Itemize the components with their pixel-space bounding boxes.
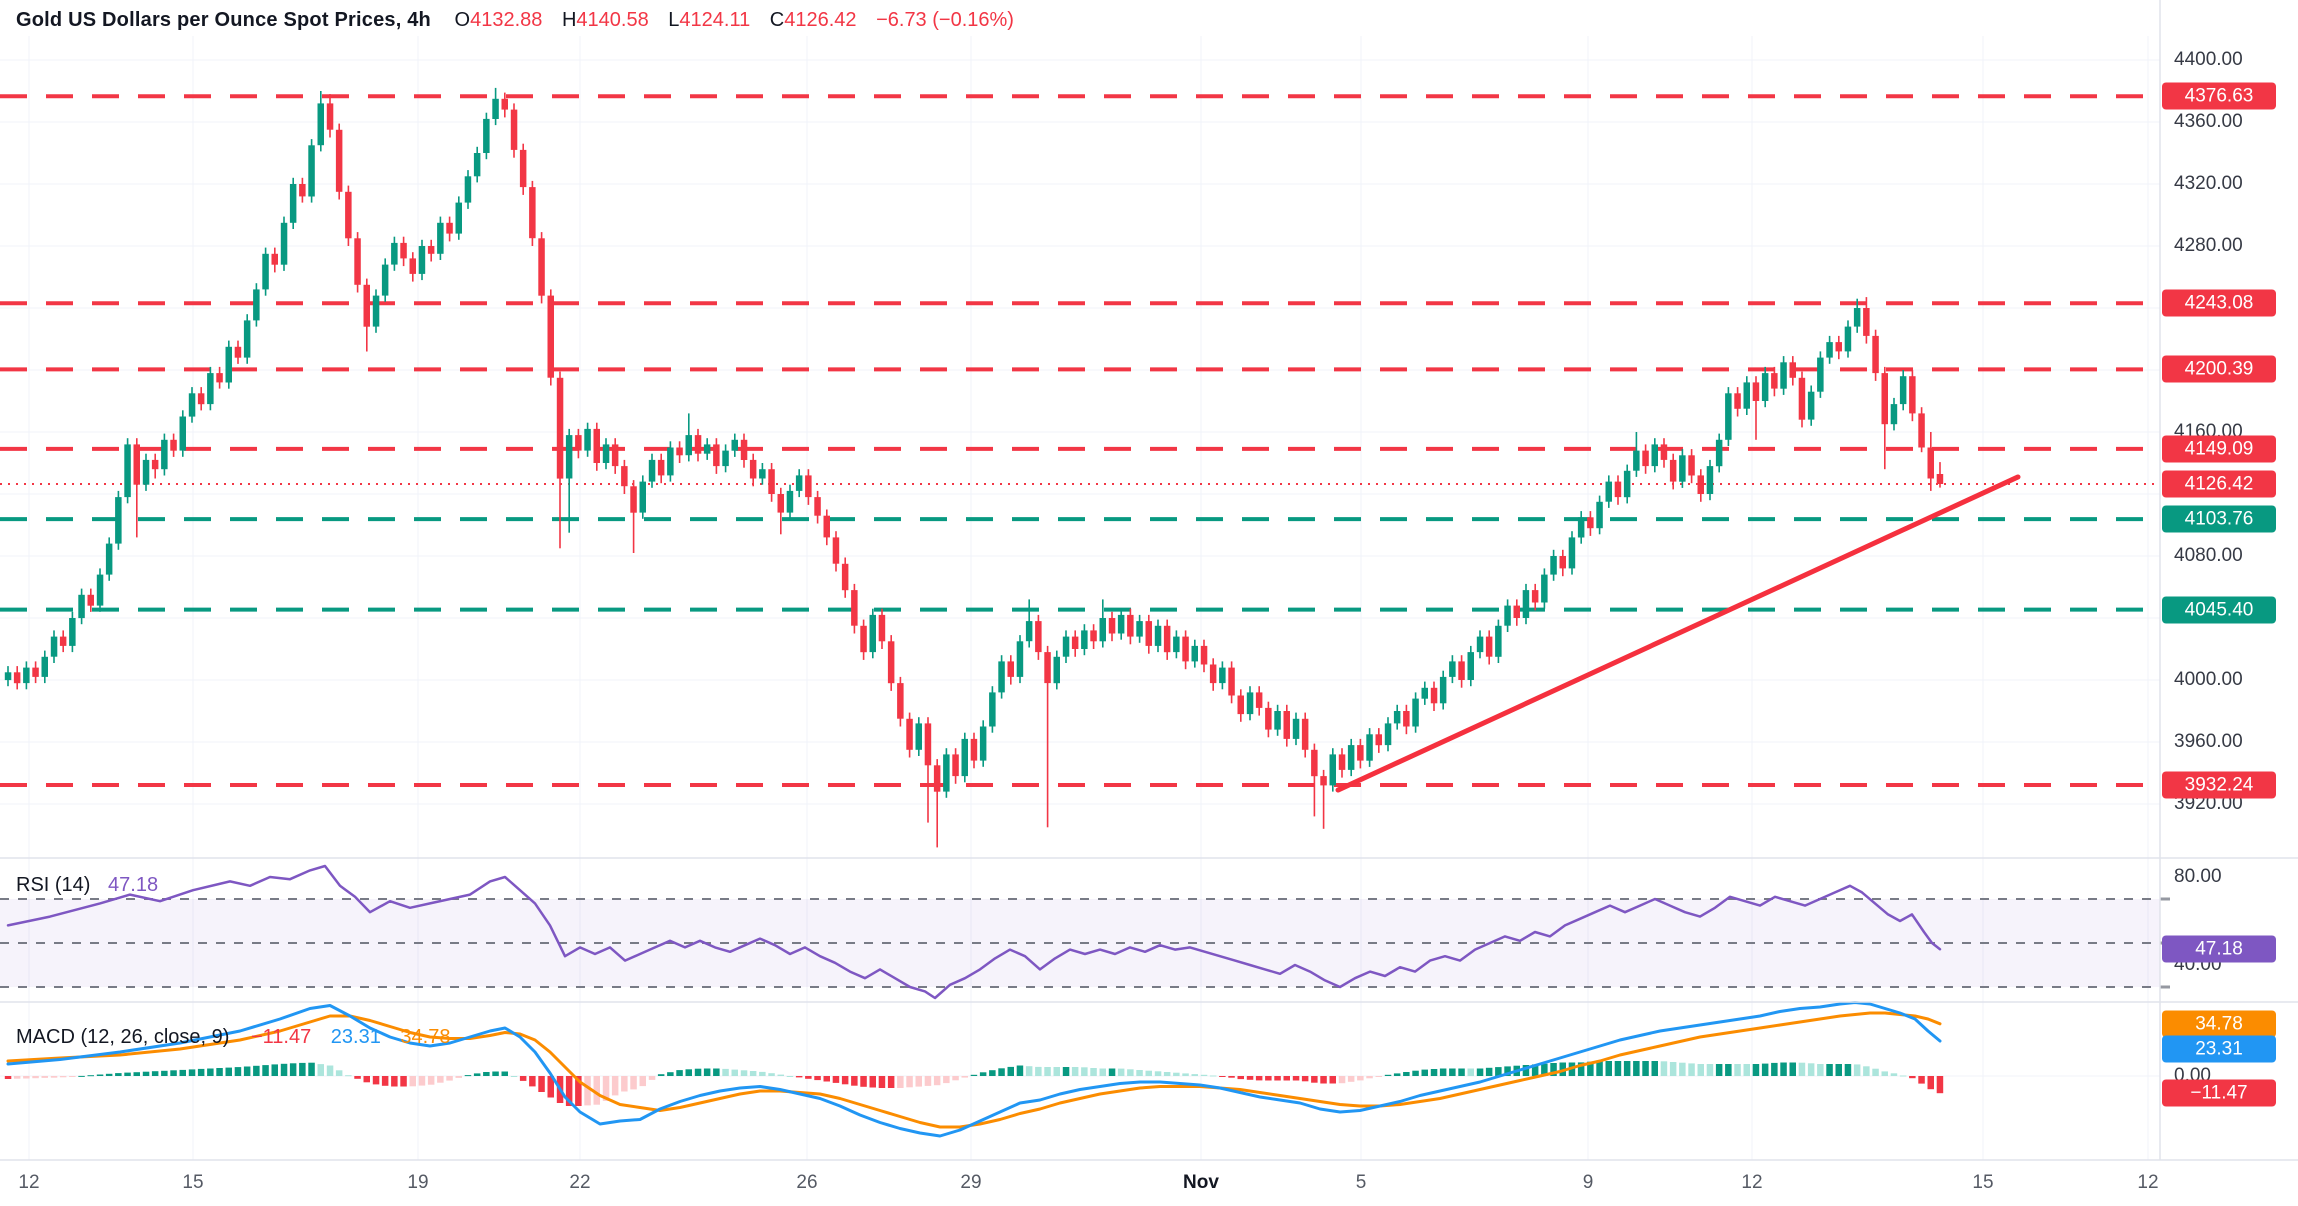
price-axis-label: 4000.00 — [2174, 669, 2243, 690]
macd-line — [6, 1001, 1942, 1138]
grid-lines — [0, 36, 2160, 1160]
time-axis-label: 12 — [1741, 1172, 1763, 1193]
trendline-layer — [1335, 474, 2021, 793]
close-value: 4126.42 — [784, 9, 857, 31]
time-axis-label: 19 — [407, 1172, 429, 1193]
macd-name: MACD (12, 26, close, 9) — [16, 1026, 230, 1048]
price-axis-label: 4280.00 — [2174, 235, 2243, 256]
macd-legend[interactable]: MACD (12, 26, close, 9) −11.47 23.31 34.… — [16, 1026, 450, 1049]
price-axis-label: 4400.00 — [2174, 49, 2243, 70]
macd-line-value: 23.31 — [330, 1026, 381, 1048]
macd-hist-value: −11.47 — [250, 1026, 312, 1048]
time-axis-label: 5 — [1355, 1172, 1367, 1193]
time-axis-label: 15 — [182, 1172, 204, 1193]
candlesticks — [4, 87, 1944, 848]
price-axis-label: 4320.00 — [2174, 173, 2243, 194]
rsi-name: RSI (14) — [16, 874, 91, 896]
macd-signal-badge: 34.78 — [2162, 1010, 2276, 1038]
resistance-price-badge: 4243.08 — [2162, 289, 2276, 317]
time-axis-label: 12 — [18, 1172, 40, 1193]
ascending-trendline — [1335, 474, 2021, 793]
rsi-legend[interactable]: RSI (14) 47.18 — [16, 874, 158, 897]
change-value: −6.73 (−0.16%) — [876, 9, 1014, 31]
price-axis-label: 3960.00 — [2174, 731, 2243, 752]
macd-signal-value: 34.78 — [400, 1026, 451, 1048]
macd-line-badge: 23.31 — [2162, 1035, 2276, 1063]
low-value: 4124.11 — [679, 9, 751, 31]
resistance-price-badge: 4200.39 — [2162, 355, 2276, 383]
resistance-price-badge: 4376.63 — [2162, 82, 2276, 110]
support-price-badge: 4045.40 — [2162, 596, 2276, 624]
support-price-badge: 4103.76 — [2162, 505, 2276, 533]
open-value: 4132.88 — [470, 9, 543, 31]
open-label: O — [454, 9, 471, 31]
close-label: C — [769, 9, 785, 31]
price-axis-label: 4080.00 — [2174, 545, 2243, 566]
time-axis-label: 29 — [960, 1172, 982, 1193]
price-levels — [0, 94, 2160, 788]
symbol-title: Gold US Dollars per Ounce Spot Prices, 4… — [16, 9, 431, 31]
time-axis-label: Nov — [1183, 1172, 1219, 1193]
high-label: H — [561, 9, 577, 31]
low-label: L — [668, 9, 680, 31]
time-axis-label: 15 — [1972, 1172, 1994, 1193]
rsi-line — [6, 864, 1942, 1000]
macd-hist-badge: −11.47 — [2162, 1079, 2276, 1107]
macd-signal-line — [6, 1011, 1942, 1129]
macd-histogram — [4, 1061, 1944, 1106]
resistance-price-badge: 3932.24 — [2162, 771, 2276, 799]
rsi-value-badge: 47.18 — [2162, 935, 2276, 963]
panel-separators — [0, 0, 2298, 1161]
time-axis-label: 12 — [2137, 1172, 2159, 1193]
price-axis-label: 4360.00 — [2174, 111, 2243, 132]
time-axis-label: 22 — [569, 1172, 591, 1193]
rsi-value: 47.18 — [108, 874, 159, 896]
time-axis-label: 26 — [796, 1172, 818, 1193]
current-price-badge: 4126.42 — [2162, 470, 2276, 498]
resistance-price-badge: 4149.09 — [2162, 435, 2276, 463]
high-value: 4140.58 — [576, 9, 649, 31]
rsi-panel — [0, 897, 2170, 989]
rsi-axis-label: 80.00 — [2174, 866, 2222, 887]
time-axis-label: 9 — [1582, 1172, 1594, 1193]
symbol-legend[interactable]: Gold US Dollars per Ounce Spot Prices, 4… — [16, 9, 1014, 32]
